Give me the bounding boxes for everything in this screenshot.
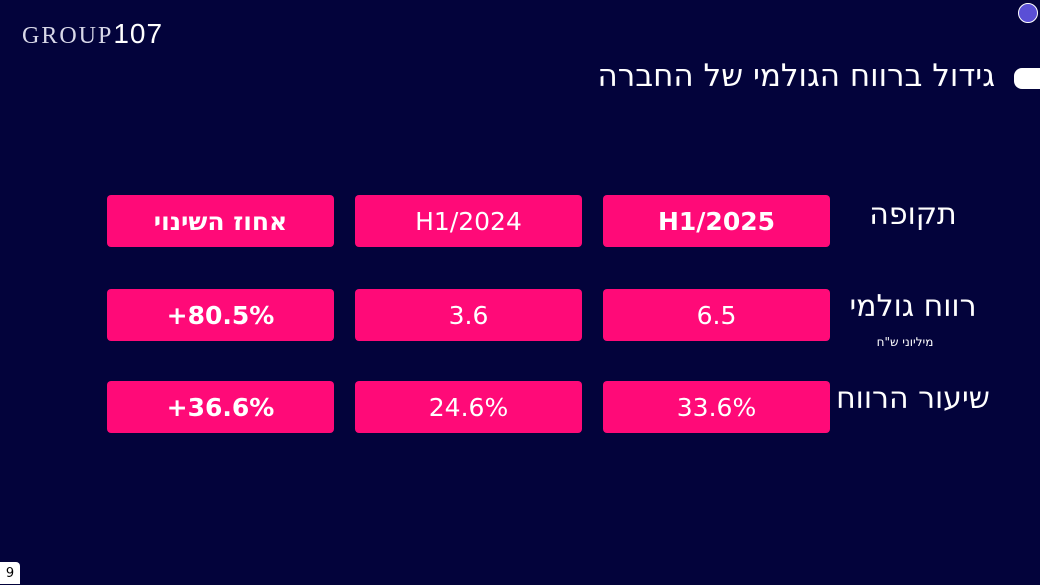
row-label: תקופה	[869, 197, 957, 232]
header-cell: H1/2024	[355, 195, 582, 247]
table-cell: 24.6%	[355, 381, 582, 433]
table-cell: 33.6%	[603, 381, 830, 433]
slide-title: גידול ברווח הגולמי של החברה	[597, 58, 995, 94]
title-marker	[1014, 68, 1040, 89]
row-label: שיעור הרווח	[836, 381, 990, 416]
header-cell: אחוז השינוי	[107, 195, 334, 247]
table-cell: 3.6	[355, 289, 582, 341]
header-cell: H1/2025	[603, 195, 830, 247]
page-number: 9	[0, 562, 20, 584]
table-cell: +36.6%	[107, 381, 334, 433]
logo-light: GROUP	[22, 23, 114, 49]
row-sublabel: מיליוני ש"ח	[876, 335, 934, 349]
logo-regular: 107	[113, 18, 164, 49]
table-cell: 6.5	[603, 289, 830, 341]
accessibility-button[interactable]	[1018, 3, 1038, 23]
table-cell: +80.5%	[107, 289, 334, 341]
logo: GROUP107	[22, 18, 163, 50]
row-label: רווח גולמי	[849, 289, 977, 324]
